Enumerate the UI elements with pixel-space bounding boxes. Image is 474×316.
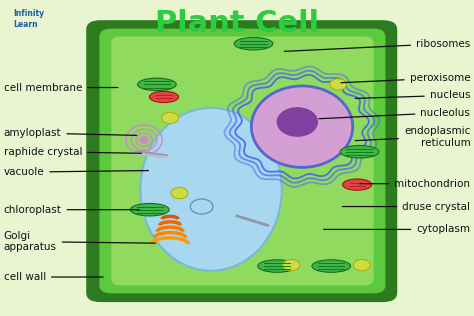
Text: Infinity
Learn: Infinity Learn (13, 9, 44, 29)
Ellipse shape (340, 145, 379, 158)
Ellipse shape (354, 259, 370, 271)
Text: Plant Cell: Plant Cell (155, 9, 319, 38)
FancyBboxPatch shape (100, 29, 385, 293)
Ellipse shape (234, 37, 273, 50)
Ellipse shape (162, 112, 179, 124)
Text: druse crystal: druse crystal (343, 202, 470, 211)
Text: nucleolus: nucleolus (319, 107, 470, 119)
Text: cell wall: cell wall (4, 272, 103, 282)
Text: ribosomes: ribosomes (284, 39, 470, 52)
Ellipse shape (258, 260, 296, 272)
Ellipse shape (171, 187, 188, 199)
Ellipse shape (330, 79, 347, 90)
Text: nucleus: nucleus (355, 90, 470, 100)
Text: cytoplasm: cytoplasm (324, 224, 470, 234)
Ellipse shape (141, 137, 147, 142)
Ellipse shape (137, 78, 176, 91)
Ellipse shape (149, 91, 179, 103)
Text: Golgi
apparatus: Golgi apparatus (4, 231, 155, 252)
Ellipse shape (140, 108, 282, 271)
Text: endoplasmic
reticulum: endoplasmic reticulum (355, 126, 470, 148)
Ellipse shape (283, 259, 300, 271)
Text: mitochondrion: mitochondrion (360, 179, 470, 189)
Text: peroxisome: peroxisome (341, 73, 470, 83)
Text: vacuole: vacuole (4, 167, 148, 177)
Ellipse shape (312, 260, 351, 272)
Ellipse shape (251, 86, 353, 167)
Text: raphide crystal: raphide crystal (4, 147, 141, 157)
Text: cell membrane: cell membrane (4, 82, 118, 93)
Text: chloroplast: chloroplast (4, 205, 139, 215)
Text: amyloplast: amyloplast (4, 128, 137, 138)
Ellipse shape (277, 107, 318, 137)
Ellipse shape (343, 179, 372, 190)
FancyBboxPatch shape (86, 20, 397, 302)
Ellipse shape (130, 204, 169, 216)
FancyBboxPatch shape (111, 36, 374, 285)
